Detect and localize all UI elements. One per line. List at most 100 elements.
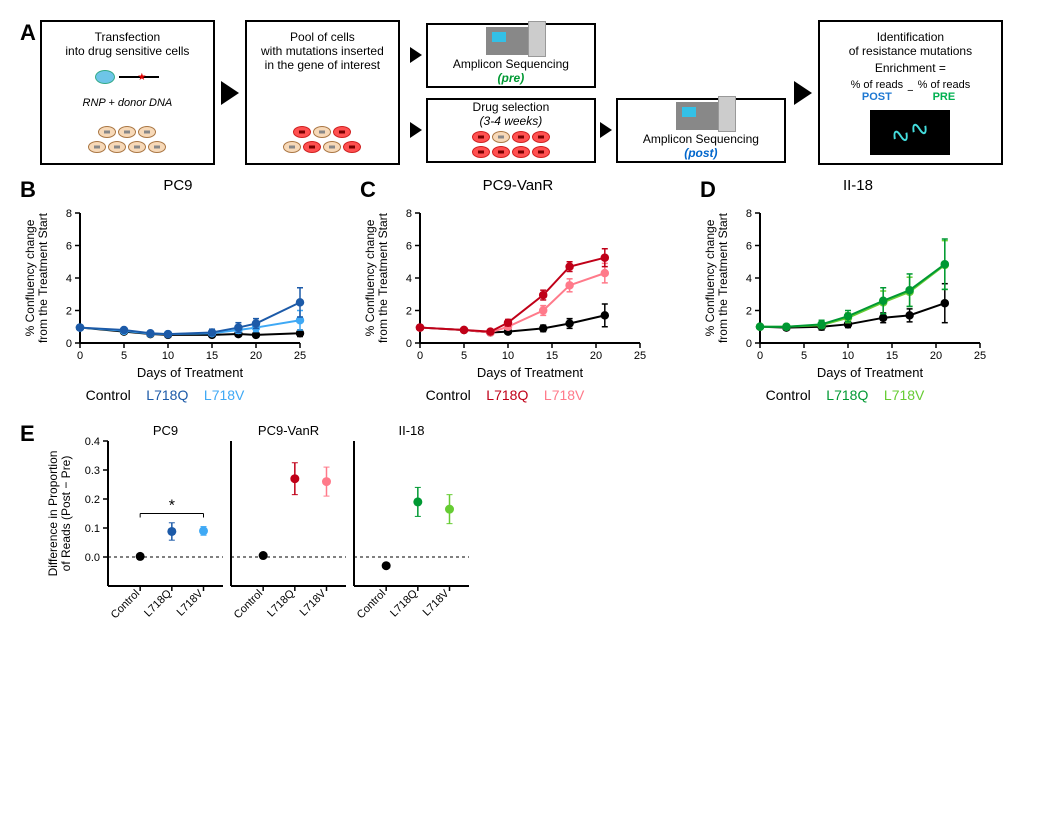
box-identification: Identification of resistance mutations E… bbox=[818, 20, 1003, 165]
drug-line1: Drug selection bbox=[473, 100, 550, 114]
arrow-icon bbox=[410, 47, 422, 63]
panel-c-title: PC9-VanR bbox=[386, 177, 650, 194]
box2-line3: in the gene of interest bbox=[261, 58, 384, 72]
legend-d: Control L718Q L718V bbox=[700, 387, 990, 403]
svg-text:% Confluency change: % Confluency change bbox=[23, 219, 37, 336]
svg-text:L718Q: L718Q bbox=[142, 587, 174, 619]
cells-pool bbox=[282, 125, 362, 155]
svg-text:20: 20 bbox=[930, 350, 942, 362]
svg-text:2: 2 bbox=[66, 306, 72, 318]
svg-text:8: 8 bbox=[746, 208, 752, 220]
svg-text:Days of Treatment: Days of Treatment bbox=[137, 365, 244, 380]
chart-c: 051015202502468Days of Treatment% Conflu… bbox=[360, 203, 650, 383]
svg-text:0.0: 0.0 bbox=[84, 552, 99, 564]
sequencer-icon bbox=[676, 102, 726, 130]
svg-text:L718Q: L718Q bbox=[388, 587, 420, 619]
svg-text:4: 4 bbox=[66, 273, 72, 285]
svg-text:from the Treatment Start: from the Treatment Start bbox=[716, 212, 730, 343]
svg-text:from the Treatment Start: from the Treatment Start bbox=[376, 212, 390, 343]
svg-text:10: 10 bbox=[502, 350, 514, 362]
svg-text:0.1: 0.1 bbox=[84, 523, 99, 535]
seq-pre-phase: (pre) bbox=[498, 71, 525, 85]
panel-a: A Transfection into drug sensitive cells… bbox=[20, 20, 1030, 165]
figure: A Transfection into drug sensitive cells… bbox=[20, 20, 1030, 641]
pre-label: PRE bbox=[918, 91, 971, 103]
minus-sign: − bbox=[907, 85, 913, 97]
svg-text:from the Treatment Start: from the Treatment Start bbox=[36, 212, 50, 343]
arrow-icon bbox=[600, 122, 612, 138]
svg-text:0: 0 bbox=[66, 338, 72, 350]
post-reads: % of reads bbox=[851, 79, 904, 91]
panel-e: E Difference in Proportionof Reads (Post… bbox=[20, 421, 1030, 641]
arrow-icon bbox=[794, 81, 812, 105]
box1-line1: Transfection bbox=[65, 30, 189, 44]
svg-text:5: 5 bbox=[461, 350, 467, 362]
svg-text:4: 4 bbox=[406, 273, 412, 285]
panel-b: B PC9 051015202502468Days of Treatment% … bbox=[20, 177, 310, 403]
svg-text:PC9: PC9 bbox=[153, 423, 178, 438]
svg-text:20: 20 bbox=[590, 350, 602, 362]
svg-text:0.3: 0.3 bbox=[84, 465, 99, 477]
dna-helix-icon: ∿∿ bbox=[870, 110, 950, 155]
svg-text:0.4: 0.4 bbox=[84, 436, 99, 448]
svg-text:15: 15 bbox=[546, 350, 558, 362]
svg-text:4: 4 bbox=[746, 273, 752, 285]
enrichment-label: Enrichment = bbox=[875, 61, 946, 75]
chart-d: 051015202502468Days of Treatment% Conflu… bbox=[700, 203, 990, 383]
seq-pre-title: Amplicon Sequencing bbox=[453, 57, 569, 71]
svg-text:5: 5 bbox=[801, 350, 807, 362]
svg-text:25: 25 bbox=[974, 350, 986, 362]
box2-line2: with mutations inserted bbox=[261, 44, 384, 58]
svg-text:10: 10 bbox=[162, 350, 174, 362]
post-label: POST bbox=[851, 91, 904, 103]
svg-text:10: 10 bbox=[842, 350, 854, 362]
panel-a-flow: Transfection into drug sensitive cells ★… bbox=[40, 20, 1003, 165]
panel-b-title: PC9 bbox=[46, 177, 310, 194]
svg-text:25: 25 bbox=[294, 350, 306, 362]
box-drug: Drug selection (3-4 weeks) bbox=[426, 98, 596, 163]
svg-text:Control: Control bbox=[354, 588, 388, 622]
svg-text:0: 0 bbox=[406, 338, 412, 350]
svg-text:0.2: 0.2 bbox=[84, 494, 99, 506]
box-seq-pre: Amplicon Sequencing (pre) bbox=[426, 23, 596, 88]
svg-text:0: 0 bbox=[77, 350, 83, 362]
svg-text:Control: Control bbox=[108, 588, 142, 622]
svg-text:*: * bbox=[168, 498, 174, 515]
svg-text:II-18: II-18 bbox=[398, 423, 424, 438]
svg-text:PC9-VanR: PC9-VanR bbox=[258, 423, 319, 438]
svg-text:Control: Control bbox=[231, 588, 265, 622]
svg-text:15: 15 bbox=[206, 350, 218, 362]
panel-d-title: II-18 bbox=[726, 177, 990, 194]
panel-c: C PC9-VanR 051015202502468Days of Treatm… bbox=[360, 177, 650, 403]
drug-line2: (3-4 weeks) bbox=[480, 114, 543, 128]
svg-text:8: 8 bbox=[66, 208, 72, 220]
svg-text:Days of Treatment: Days of Treatment bbox=[477, 365, 584, 380]
svg-text:20: 20 bbox=[250, 350, 262, 362]
svg-text:8: 8 bbox=[406, 208, 412, 220]
box-transfection: Transfection into drug sensitive cells ★… bbox=[40, 20, 215, 165]
svg-text:0: 0 bbox=[417, 350, 423, 362]
branch-stack: Amplicon Sequencing (pre) Drug selection… bbox=[406, 23, 786, 163]
svg-text:of Reads (Post − Pre): of Reads (Post − Pre) bbox=[59, 456, 73, 572]
box1-line2: into drug sensitive cells bbox=[65, 44, 189, 58]
panel-d-label: D bbox=[700, 177, 716, 203]
svg-text:% Confluency change: % Confluency change bbox=[703, 219, 717, 336]
svg-text:15: 15 bbox=[886, 350, 898, 362]
svg-text:Days of Treatment: Days of Treatment bbox=[817, 365, 924, 380]
svg-text:6: 6 bbox=[406, 241, 412, 253]
svg-text:L718Q: L718Q bbox=[265, 587, 297, 619]
svg-text:0: 0 bbox=[757, 350, 763, 362]
sequencer-icon bbox=[486, 27, 536, 55]
svg-text:25: 25 bbox=[634, 350, 646, 362]
panel-e-label: E bbox=[20, 421, 35, 641]
cells-sensitive bbox=[87, 125, 167, 155]
svg-text:L718V: L718V bbox=[297, 587, 328, 618]
svg-text:L718V: L718V bbox=[420, 587, 451, 618]
svg-text:% Confluency change: % Confluency change bbox=[363, 219, 377, 336]
panel-d: D II-18 051015202502468Days of Treatment… bbox=[700, 177, 990, 403]
legend-b: Control L718Q L718V bbox=[20, 387, 310, 403]
legend-c: Control L718Q L718V bbox=[360, 387, 650, 403]
svg-text:Difference in Proportion: Difference in Proportion bbox=[46, 451, 60, 577]
ident-line2: of resistance mutations bbox=[849, 44, 972, 58]
pre-reads: % of reads bbox=[918, 79, 971, 91]
